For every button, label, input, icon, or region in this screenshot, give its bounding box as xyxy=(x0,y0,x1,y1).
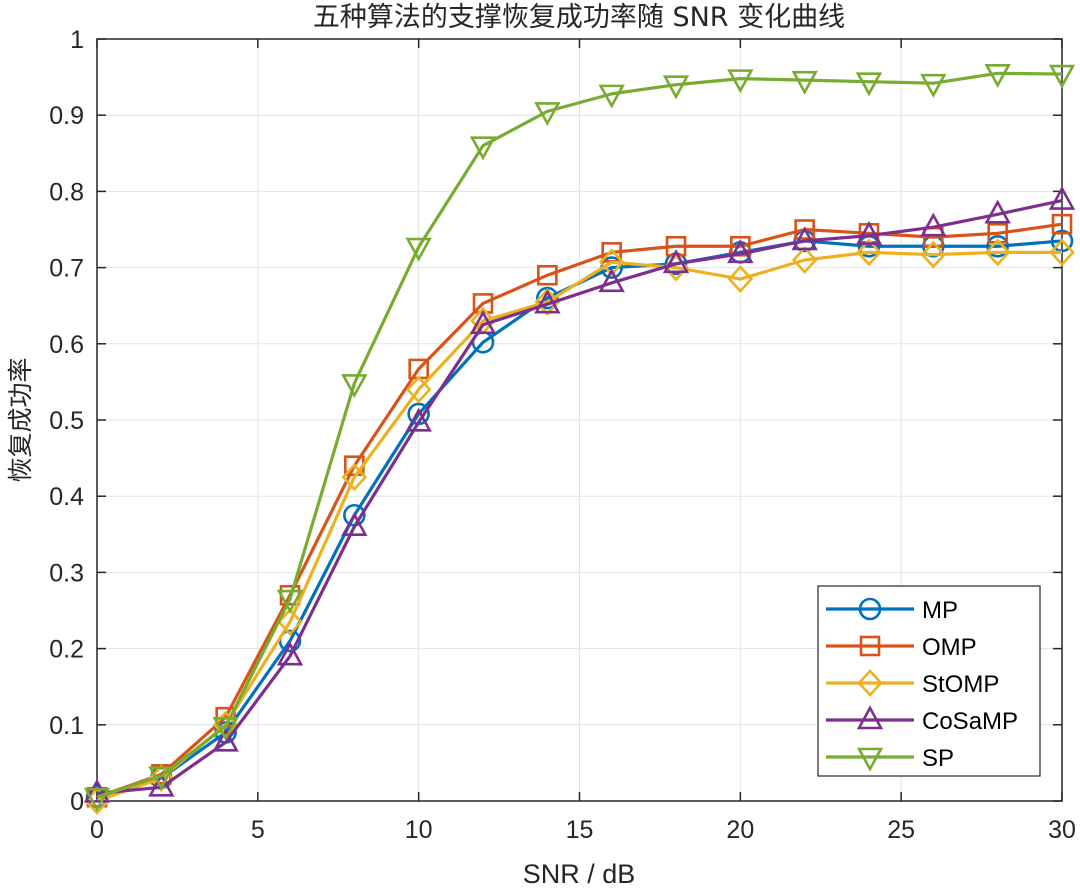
data-point-cosamp xyxy=(276,641,304,666)
legend-box xyxy=(817,585,1041,777)
y-tick-label: 0.4 xyxy=(49,483,84,511)
data-point-stomp xyxy=(984,238,1011,267)
data-point-sp xyxy=(276,589,304,614)
data-point-sp xyxy=(984,63,1011,88)
x-axis-ticks: 0 5 10 15 20 25 30 xyxy=(90,39,1076,844)
series-line-stomp xyxy=(96,250,1062,803)
data-point-cosamp xyxy=(534,289,561,314)
y-tick-label: 0.9 xyxy=(49,102,84,130)
data-point-sp xyxy=(405,237,432,262)
legend-marker xyxy=(856,705,884,730)
legend-label: MP xyxy=(922,597,958,624)
series-line-cosamp xyxy=(96,198,1063,795)
x-tick-label: 15 xyxy=(566,816,594,844)
y-axis-ticks: 0 0.1 0.2 0.3 0.4 0.5 0.6 0.7 0.8 0.9 1 xyxy=(49,26,1062,816)
data-point-stomp xyxy=(920,240,947,269)
x-tick-label: 25 xyxy=(887,816,915,844)
legend-item-stomp: StOMP xyxy=(826,669,999,698)
y-tick-label: 0.5 xyxy=(49,407,84,435)
data-point-sp xyxy=(727,69,754,94)
legend-item-mp: MP xyxy=(826,597,958,624)
y-tick-label: 0.7 xyxy=(49,255,84,283)
data-point-sp xyxy=(341,374,368,399)
data-point-sp xyxy=(212,717,239,742)
data-point-cosamp xyxy=(662,249,690,274)
data-point-sp xyxy=(469,136,497,161)
data-point-cosamp xyxy=(1048,185,1076,210)
data-point-cosamp xyxy=(212,727,239,752)
data-point-cosamp xyxy=(598,268,625,293)
data-point-stomp xyxy=(405,375,432,404)
data-point-omp xyxy=(987,223,1008,244)
x-axis-label: SNR / dB xyxy=(523,859,636,888)
data-point-cosamp xyxy=(469,310,497,335)
series-group xyxy=(83,63,1076,815)
x-tick-label: 5 xyxy=(251,816,265,844)
y-tick-label: 0.2 xyxy=(49,636,84,664)
data-point-cosamp xyxy=(855,220,883,245)
grid xyxy=(97,39,1062,801)
series-line-sp xyxy=(96,71,1063,799)
legend-marker xyxy=(858,597,882,621)
series-line-omp xyxy=(96,222,1063,799)
data-point-cosamp xyxy=(791,226,818,251)
data-point-cosamp xyxy=(148,772,175,797)
data-point-stomp xyxy=(341,463,368,492)
series-cosamp xyxy=(83,185,1076,803)
data-point-sp xyxy=(855,72,883,97)
x-tick-label: 30 xyxy=(1048,816,1076,844)
legend: MP OMP StOMP CoSaMP SP xyxy=(817,585,1041,777)
data-point-sp xyxy=(148,766,175,791)
data-point-cosamp xyxy=(727,239,754,264)
legend-item-sp: SP xyxy=(826,745,954,772)
data-point-omp xyxy=(537,264,558,286)
data-point-stomp xyxy=(727,265,754,293)
data-point-stomp xyxy=(791,246,818,274)
data-point-sp xyxy=(1048,64,1076,89)
data-point-cosamp xyxy=(920,212,947,237)
data-point-cosamp xyxy=(341,511,368,536)
y-tick-label: 0.1 xyxy=(49,712,84,740)
x-tick-label: 0 xyxy=(90,816,104,844)
series-stomp xyxy=(84,238,1075,815)
data-point-sp xyxy=(598,84,625,109)
data-point-sp xyxy=(83,787,111,812)
legend-label: StOMP xyxy=(922,671,999,698)
y-tick-label: 0.8 xyxy=(49,178,84,206)
legend-marker xyxy=(859,635,881,657)
data-point-stomp xyxy=(856,238,882,267)
data-point-stomp xyxy=(1049,238,1075,267)
data-point-omp xyxy=(1051,213,1073,235)
legend-item-omp: OMP xyxy=(826,634,977,661)
y-tick-label: 1 xyxy=(70,26,84,54)
legend-item-cosamp: CoSaMP xyxy=(826,705,1018,735)
y-tick-label: 0.6 xyxy=(49,331,84,359)
legend-label: SP xyxy=(922,745,954,772)
data-point-stomp xyxy=(277,608,303,636)
series-sp xyxy=(83,63,1076,812)
data-point-mp xyxy=(278,629,302,653)
data-point-stomp xyxy=(598,248,625,277)
data-point-cosamp xyxy=(984,199,1011,224)
data-point-sp xyxy=(662,75,690,100)
data-point-sp xyxy=(791,70,818,95)
y-axis-label: 恢复成功率 xyxy=(6,357,35,482)
data-point-omp xyxy=(794,219,815,240)
y-tick-label: 0.3 xyxy=(49,559,84,587)
data-point-sp xyxy=(920,73,947,98)
data-point-cosamp xyxy=(83,778,111,803)
legend-label: OMP xyxy=(922,634,977,661)
chart-title: 五种算法的支撑恢复成功率随 SNR 变化曲线 xyxy=(313,2,845,33)
legend-marker xyxy=(857,669,883,697)
data-point-stomp xyxy=(534,287,561,316)
data-point-mp xyxy=(986,234,1009,258)
legend-marker xyxy=(856,747,884,772)
x-tick-label: 20 xyxy=(726,816,754,844)
data-point-cosamp xyxy=(405,407,432,432)
x-tick-label: 10 xyxy=(405,816,433,844)
y-tick-label: 0 xyxy=(70,788,84,816)
legend-label: CoSaMP xyxy=(922,708,1018,735)
data-point-sp xyxy=(534,102,561,127)
